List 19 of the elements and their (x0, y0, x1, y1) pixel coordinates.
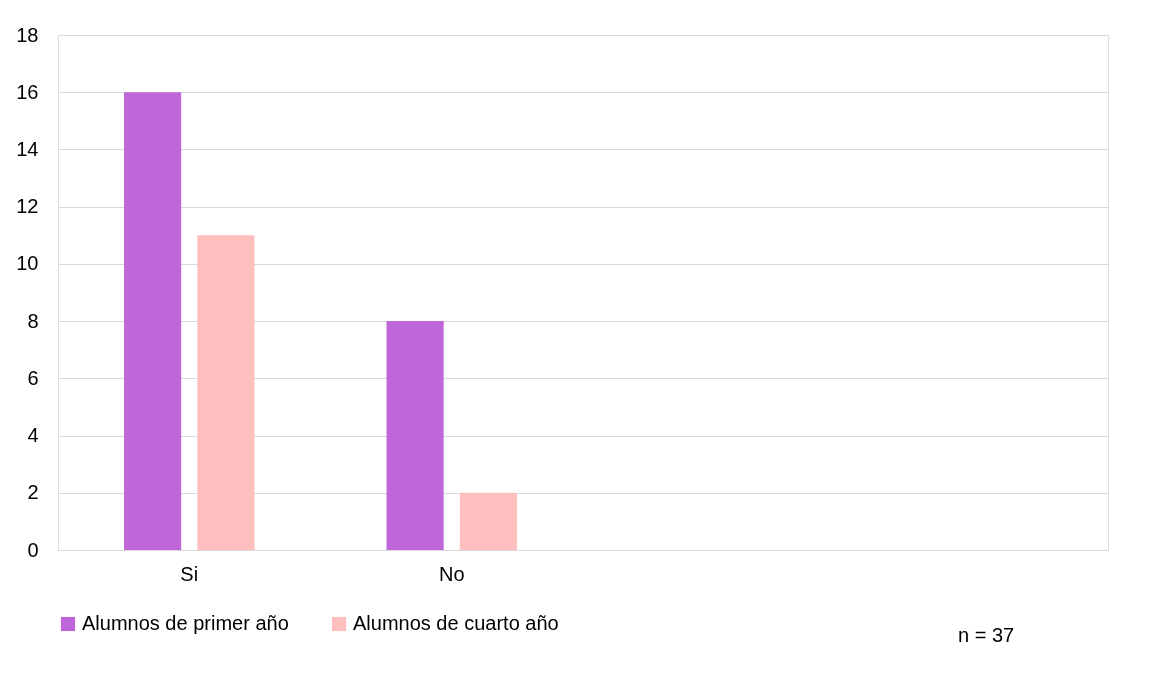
bar (459, 492, 518, 550)
bar (123, 92, 182, 550)
y-tick-label: 16 (16, 80, 39, 103)
text: n = 37 (958, 624, 1015, 646)
legend-label: Alumnos de primer año (82, 612, 289, 634)
y-tick-label: 10 (16, 252, 39, 275)
y-tick-label: 6 (27, 366, 39, 389)
legend-label: Alumnos de cuarto año (353, 612, 559, 634)
y-tick-label: 12 (16, 195, 39, 218)
x-tick-label: No (438, 562, 465, 585)
y-tick-label: 14 (16, 137, 39, 160)
y-tick-label: 4 (27, 424, 39, 447)
bar (197, 235, 255, 550)
y-tick-label: 2 (27, 481, 39, 504)
y-tick-label: 0 (27, 538, 39, 561)
y-tick-label: 8 (27, 309, 39, 332)
x-tick-label: Si (180, 562, 199, 585)
y-tick-label: 18 (16, 23, 39, 46)
bar (386, 321, 444, 550)
